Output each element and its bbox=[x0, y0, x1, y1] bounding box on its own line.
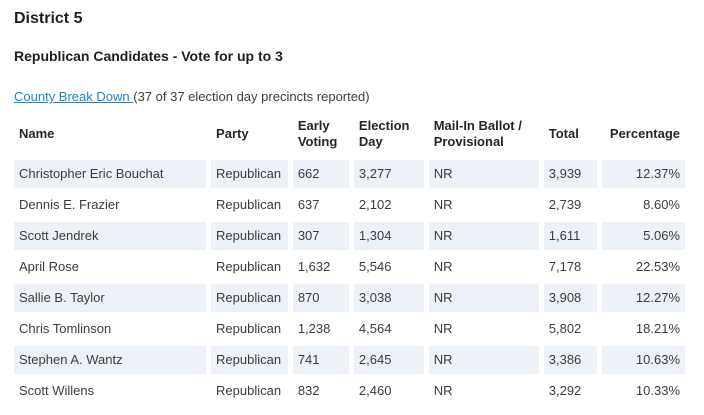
cell-mail-in: NR bbox=[433, 383, 453, 398]
table-row: April Rose Republican 1,632 5,546 NR 7,178 22.… bbox=[14, 253, 685, 281]
column-header-total: Total bbox=[548, 126, 579, 141]
cell-election-day: 3,277 bbox=[353, 160, 424, 188]
cell-total: 3,386 bbox=[543, 346, 598, 374]
cell-percentage: 12.37% bbox=[602, 160, 685, 188]
cell-party: Republican bbox=[211, 284, 288, 312]
cell-name: Dennis E. Frazier bbox=[19, 197, 120, 212]
cell-party: Republican bbox=[211, 346, 288, 374]
cell-early-voting: 307 bbox=[292, 222, 349, 250]
contest-title: Republican Candidates - Vote for up to 3 bbox=[14, 48, 283, 64]
column-header-percentage: Percentage bbox=[609, 126, 680, 141]
cell-percentage: 10.63% bbox=[602, 346, 685, 374]
breakdown-line: County Break Down (37 of 37 election day… bbox=[14, 89, 690, 104]
cell-percentage: 5.06% bbox=[602, 222, 685, 250]
cell-percentage: 22.53% bbox=[635, 259, 680, 274]
column-header-name: Name bbox=[19, 126, 55, 141]
cell-party: Republican bbox=[216, 197, 282, 212]
cell-name: Sallie B. Taylor bbox=[14, 284, 207, 312]
cell-mail-in: NR bbox=[428, 284, 539, 312]
cell-mail-in: NR bbox=[428, 346, 539, 374]
table-row: Sallie B. Taylor Republican 870 3,038 NR 3,90… bbox=[14, 284, 685, 312]
cell-percentage: 8.60% bbox=[643, 197, 680, 212]
cell-early-voting: 832 bbox=[297, 383, 320, 398]
cell-total: 3,908 bbox=[543, 284, 598, 312]
precincts-reported-note: (37 of 37 election day precincts reporte… bbox=[133, 89, 370, 104]
cell-election-day: 5,546 bbox=[358, 259, 392, 274]
table-row: Christopher Eric Bouchat Republican 662 3,2… bbox=[14, 160, 685, 188]
cell-early-voting: 662 bbox=[292, 160, 349, 188]
cell-name: Christopher Eric Bouchat bbox=[14, 160, 207, 188]
cell-election-day: 2,645 bbox=[353, 346, 424, 374]
cell-early-voting: 870 bbox=[292, 284, 349, 312]
cell-percentage: 10.33% bbox=[635, 383, 680, 398]
cell-name: April Rose bbox=[19, 259, 79, 274]
cell-party: Republican bbox=[216, 259, 282, 274]
cell-total: 3,939 bbox=[543, 160, 598, 188]
cell-percentage: 18.21% bbox=[635, 321, 680, 336]
cell-party: Republican bbox=[211, 160, 288, 188]
results-table-body: Christopher Eric Bouchat Republican 662 3,2… bbox=[14, 160, 685, 405]
table-row: Scott Willens Republican 832 2,460 NR 3,292 10… bbox=[14, 377, 685, 405]
table-row: Chris Tomlinson Republican 1,238 4,564 NR 5,8… bbox=[14, 315, 685, 343]
cell-name: Scott Jendrek bbox=[14, 222, 207, 250]
county-breakdown-link[interactable]: County Break Down bbox=[14, 89, 134, 104]
cell-total: 3,292 bbox=[548, 383, 582, 398]
cell-early-voting: 1,238 bbox=[297, 321, 331, 336]
cell-mail-in: NR bbox=[428, 160, 539, 188]
cell-percentage: 12.27% bbox=[602, 284, 685, 312]
cell-total: 5,802 bbox=[548, 321, 582, 336]
results-table-header: Name Party Early Voting Election Day Mai… bbox=[14, 111, 685, 157]
cell-election-day: 2,102 bbox=[358, 197, 392, 212]
column-header-early-voting: Early Voting bbox=[297, 118, 338, 149]
cell-name: Scott Willens bbox=[19, 383, 95, 398]
cell-name: Chris Tomlinson bbox=[19, 321, 112, 336]
cell-early-voting: 637 bbox=[297, 197, 320, 212]
table-row: Scott Jendrek Republican 307 1,304 NR 1,611 5.… bbox=[14, 222, 685, 250]
cell-party: Republican bbox=[211, 222, 288, 250]
cell-party: Republican bbox=[216, 321, 282, 336]
column-header-election-day: Election Day bbox=[358, 118, 410, 149]
cell-election-day: 2,460 bbox=[358, 383, 392, 398]
table-row: Stephen A. Wantz Republican 741 2,645 NR 3,38… bbox=[14, 346, 685, 374]
cell-election-day: 4,564 bbox=[358, 321, 392, 336]
cell-election-day: 1,304 bbox=[353, 222, 424, 250]
cell-mail-in: NR bbox=[433, 197, 453, 212]
cell-total: 2,739 bbox=[548, 197, 582, 212]
cell-total: 1,611 bbox=[543, 222, 598, 250]
cell-mail-in: NR bbox=[433, 259, 453, 274]
table-row: Dennis E. Frazier Republican 637 2,102 NR 2,7… bbox=[14, 191, 685, 219]
cell-party: Republican bbox=[216, 383, 282, 398]
results-table: Name Party Early Voting Election Day Mai… bbox=[9, 108, 690, 408]
cell-mail-in: NR bbox=[428, 222, 539, 250]
cell-name: Stephen A. Wantz bbox=[14, 346, 207, 374]
district-title: District 5 bbox=[14, 10, 83, 27]
cell-election-day: 3,038 bbox=[353, 284, 424, 312]
cell-early-voting: 741 bbox=[292, 346, 349, 374]
column-header-mail-in: Mail-In Ballot / Provisional bbox=[433, 118, 522, 149]
cell-early-voting: 1,632 bbox=[297, 259, 331, 274]
cell-mail-in: NR bbox=[433, 321, 453, 336]
column-header-party: Party bbox=[216, 126, 249, 141]
header-row: Name Party Early Voting Election Day Mai… bbox=[14, 111, 685, 157]
cell-total: 7,178 bbox=[548, 259, 582, 274]
